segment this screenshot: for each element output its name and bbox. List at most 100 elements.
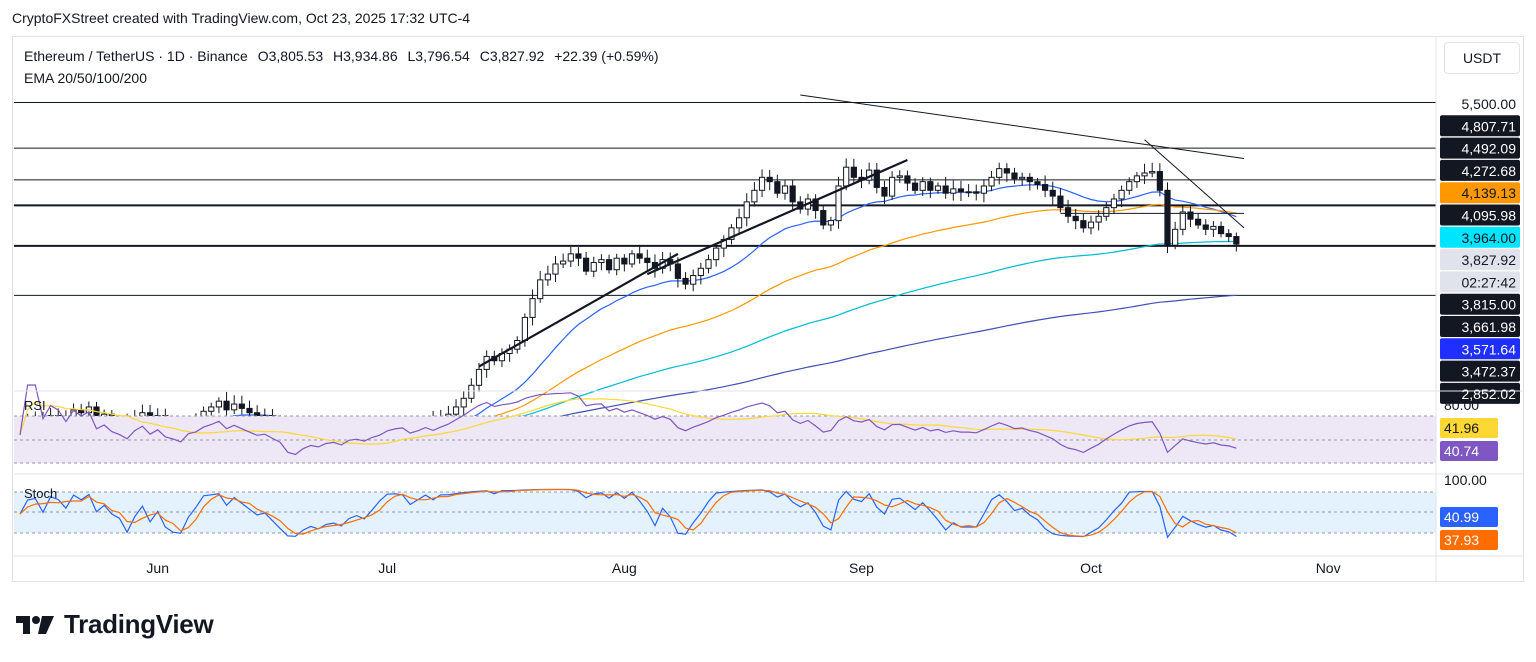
rsi-label-bg — [1440, 441, 1498, 461]
candle-up — [1095, 215, 1102, 223]
candle-up — [1019, 176, 1026, 180]
rsi-label[interactable]: RSI — [24, 398, 46, 413]
candle-up — [537, 279, 544, 300]
price-label-bg — [1440, 204, 1520, 226]
candle-down — [911, 182, 919, 191]
tradingview-brand[interactable]: TradingView — [16, 609, 214, 640]
symbol-title[interactable]: Ethereum / TetherUS · 1D · Binance — [24, 48, 248, 64]
candle-down — [644, 257, 651, 264]
stoch-label[interactable]: Stoch — [24, 486, 58, 501]
candle-up — [460, 397, 467, 408]
candle-down — [1217, 225, 1225, 235]
stoch-axis-label: 37.93 — [1444, 532, 1479, 548]
chart-header: CryptoFXStreet created with TradingView.… — [12, 10, 471, 26]
x-tick-label: Oct — [1080, 560, 1102, 576]
candle-down — [1202, 224, 1209, 230]
candle-up — [590, 262, 597, 272]
candle-down — [820, 210, 827, 226]
ohlc-close: C3,827.92 — [479, 48, 545, 64]
price-label-bg — [1440, 382, 1520, 404]
candle-up — [231, 403, 238, 411]
candle-up — [896, 175, 903, 178]
candle-up — [521, 316, 528, 342]
price-axis-label: 02:27:42 — [1462, 274, 1517, 290]
x-tick-label: Aug — [612, 560, 637, 576]
price-label-bg — [1440, 271, 1520, 293]
price-axis-label: 5,500.00 — [1462, 96, 1517, 112]
price-label-bg — [1440, 360, 1520, 382]
ema100-line — [19, 240, 1237, 434]
candle-up — [934, 185, 942, 191]
candle-down — [1042, 184, 1049, 191]
candle-up — [567, 253, 574, 262]
x-tick-label: Nov — [1316, 560, 1341, 576]
candle-down — [873, 169, 880, 188]
candle-down — [1156, 171, 1163, 191]
price-label-bg — [1440, 137, 1520, 159]
rsi-line — [19, 384, 1237, 456]
price-axis-label: 2,852.02 — [1462, 386, 1517, 402]
candle-up — [980, 185, 987, 194]
candle-down — [621, 257, 628, 265]
price-label-bg — [1440, 115, 1520, 137]
price-axis-label: 4,807.71 — [1462, 118, 1517, 134]
ema20-line — [19, 184, 1237, 434]
currency-button[interactable]: USDT — [1444, 42, 1520, 74]
candle-up — [1118, 189, 1125, 200]
candle-up — [713, 247, 720, 261]
candle-down — [881, 186, 888, 197]
ema50-line — [19, 203, 1237, 434]
candle-down — [850, 166, 857, 178]
candle-up — [728, 227, 735, 240]
candle-up — [1172, 228, 1179, 246]
candle-down — [575, 253, 582, 259]
tradingview-logo-icon — [16, 615, 54, 634]
price-axis-label: 3,571.64 — [1462, 341, 1517, 357]
candle-up — [835, 185, 842, 222]
candle-up — [552, 263, 559, 275]
candle-down — [774, 181, 781, 194]
price-label-bg — [1440, 249, 1520, 271]
candle-up — [208, 406, 215, 412]
candle-down — [1034, 181, 1041, 186]
candle-up — [468, 384, 475, 399]
price-axis-label: 4,492.09 — [1462, 141, 1517, 157]
candle-up — [697, 267, 704, 277]
price-axis-label: 4,272.68 — [1462, 163, 1517, 179]
rsi-label-bg — [1440, 418, 1498, 438]
rsi-axis-label: 41.96 — [1444, 420, 1479, 436]
price-axis-label: 3,472.37 — [1462, 364, 1517, 380]
candle-up — [613, 257, 620, 271]
x-tick-label: Jul — [378, 560, 396, 576]
price-axis-label: 3,827.92 — [1462, 252, 1517, 268]
ohlc-open: O3,805.53 — [257, 48, 324, 64]
candle-down — [1026, 176, 1033, 183]
price-label-bg — [1440, 316, 1520, 337]
candle-down — [1049, 189, 1056, 197]
price-label-bg — [1440, 159, 1520, 181]
candle-down — [812, 198, 819, 212]
ema-indicator-label[interactable]: EMA 20/50/100/200 — [24, 70, 147, 86]
x-tick-label: Sep — [849, 560, 874, 576]
candle-up — [452, 406, 460, 415]
candle-up — [1179, 211, 1186, 230]
candle-up — [598, 259, 605, 264]
ohlc-change: +22.39 (+0.59%) — [554, 48, 659, 64]
candle-down — [636, 253, 643, 259]
candle-down — [674, 263, 681, 279]
candle-down — [246, 407, 253, 414]
x-tick-label: Jun — [146, 560, 169, 576]
candle-up — [690, 275, 697, 285]
candle-up — [215, 400, 223, 408]
price-label-bg — [1440, 293, 1520, 315]
price-axis-label: 3,964.00 — [1462, 230, 1517, 246]
candle-up — [751, 189, 758, 203]
candle-down — [1003, 168, 1010, 174]
candle-up — [996, 168, 1003, 178]
rsi-axis-label: 80.00 — [1444, 397, 1479, 413]
candle-up — [950, 188, 957, 194]
candle-down — [1195, 218, 1202, 226]
trendline-rise-aug — [646, 158, 908, 276]
price-axis-label: 4,095.98 — [1462, 208, 1517, 224]
